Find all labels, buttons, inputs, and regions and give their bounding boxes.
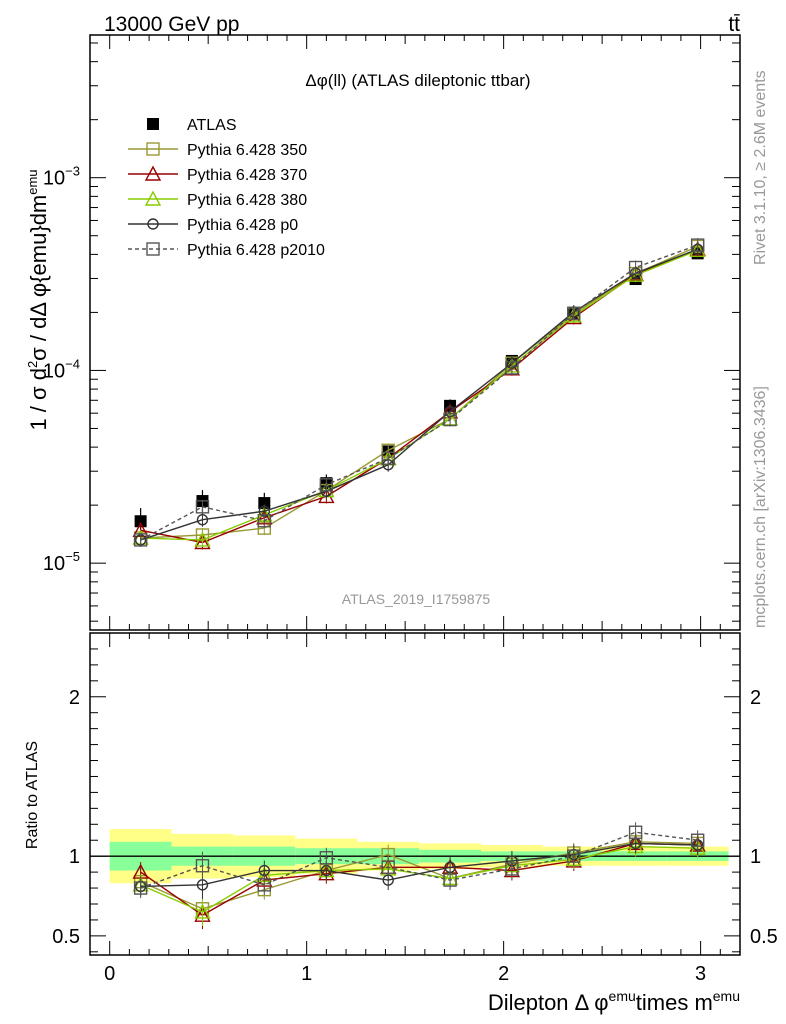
x-tick-label: 3 xyxy=(695,963,706,985)
ratio-y-tick-label-right: 2 xyxy=(750,687,761,709)
ratio-point xyxy=(443,873,457,887)
ratio-point xyxy=(133,881,148,895)
mcplots-label: mcplots.cern.ch [arXiv:1306.3436] xyxy=(752,386,769,628)
ratio-frame xyxy=(89,632,741,956)
header-left: 13000 GeV pp xyxy=(104,13,239,36)
ratio-series-line xyxy=(140,831,698,889)
y-tick-label: 10−4 xyxy=(43,356,80,382)
series-point xyxy=(628,260,643,275)
series-point xyxy=(381,451,395,466)
header-right: tt̄ xyxy=(728,13,740,36)
ratio-panel: 0 1 2 3 0.5 0.5 1 1 2 2 Ratio to ATLAS Dilepton Δ… xyxy=(24,632,778,1015)
ratio-point xyxy=(195,859,210,873)
series-point xyxy=(194,534,211,550)
ratio-point xyxy=(319,851,334,865)
series-line xyxy=(140,248,698,541)
ratio-y-tick-label: 1 xyxy=(69,846,80,868)
ratio-point xyxy=(381,860,395,875)
data-point xyxy=(134,515,147,528)
series-point xyxy=(567,306,581,320)
series-point xyxy=(257,514,272,528)
series-point xyxy=(319,478,334,492)
legend-label: Pythia 6.428 380 xyxy=(187,192,307,209)
ratio-point xyxy=(628,825,643,839)
series-point xyxy=(505,361,519,375)
main-y-axis-label: 1 / σ d2σ / dΔ φ{emu}dmemu xyxy=(25,169,51,430)
legend-marker xyxy=(146,242,160,256)
y-tick-label: 10−5 xyxy=(43,549,80,575)
ratio-point xyxy=(690,833,705,847)
ratio-point xyxy=(257,878,272,892)
series-point xyxy=(195,500,210,514)
legend-label: ATLAS xyxy=(187,117,237,134)
analysis-watermark: ATLAS_2019_I1759875 xyxy=(342,591,491,607)
rivet-label: Rivet 3.1.10, ≥ 2.6M events xyxy=(752,70,769,265)
series-point xyxy=(443,412,457,427)
ratio-series-line xyxy=(140,841,698,910)
x-tick-label: 2 xyxy=(498,963,509,985)
x-tick-label: 0 xyxy=(104,963,115,985)
ratio-y-tick-label: 0.5 xyxy=(52,926,80,948)
legend-label: Pythia 6.428 p2010 xyxy=(187,242,325,259)
ratio-y-tick-label-right: 0.5 xyxy=(750,926,778,948)
main-frame xyxy=(89,34,741,631)
ratio-series-line xyxy=(140,842,698,888)
series-line xyxy=(140,248,698,544)
ratio-point xyxy=(567,849,581,863)
x-tick-label: 1 xyxy=(301,963,312,985)
series-line xyxy=(140,244,698,541)
legend-marker xyxy=(147,218,159,230)
ratio-point xyxy=(196,879,209,891)
x-axis-label: Dilepton Δ φemutimes memu xyxy=(488,988,740,1015)
ratio-series-line xyxy=(140,842,698,916)
series-point xyxy=(565,309,582,325)
series-point xyxy=(133,533,148,547)
series-point xyxy=(690,238,705,252)
ratio-y-axis-label: Ratio to ATLAS xyxy=(24,741,41,849)
legend-label: Pythia 6.428 350 xyxy=(187,142,307,159)
legend-label: Pythia 6.428 p0 xyxy=(187,217,298,234)
legend-marker xyxy=(146,142,160,156)
data-point xyxy=(258,497,271,510)
main-title: Δφ(ll) (ATLAS dileptonic ttbar) xyxy=(305,71,530,90)
ratio-point xyxy=(194,903,211,919)
legend-marker xyxy=(144,165,162,181)
main-panel: 10−5 10−4 10−3 Δφ(ll) (ATLAS dileptonic tt… xyxy=(25,34,741,955)
ratio-point xyxy=(505,862,519,876)
legend-marker xyxy=(144,190,162,206)
series-point xyxy=(196,514,209,526)
legend: ATLAS Pythia 6.428 350 Pythia 6.428 370 Pyt… xyxy=(128,117,325,259)
legend-marker-atlas xyxy=(147,118,159,130)
ratio-y-tick-label: 2 xyxy=(69,687,80,709)
y-tick-label: 10−3 xyxy=(43,164,80,190)
series-line xyxy=(140,249,698,541)
ratio-y-tick-label-right: 1 xyxy=(750,846,761,868)
legend-label: Pythia 6.428 370 xyxy=(187,167,307,184)
series-point xyxy=(194,531,211,547)
